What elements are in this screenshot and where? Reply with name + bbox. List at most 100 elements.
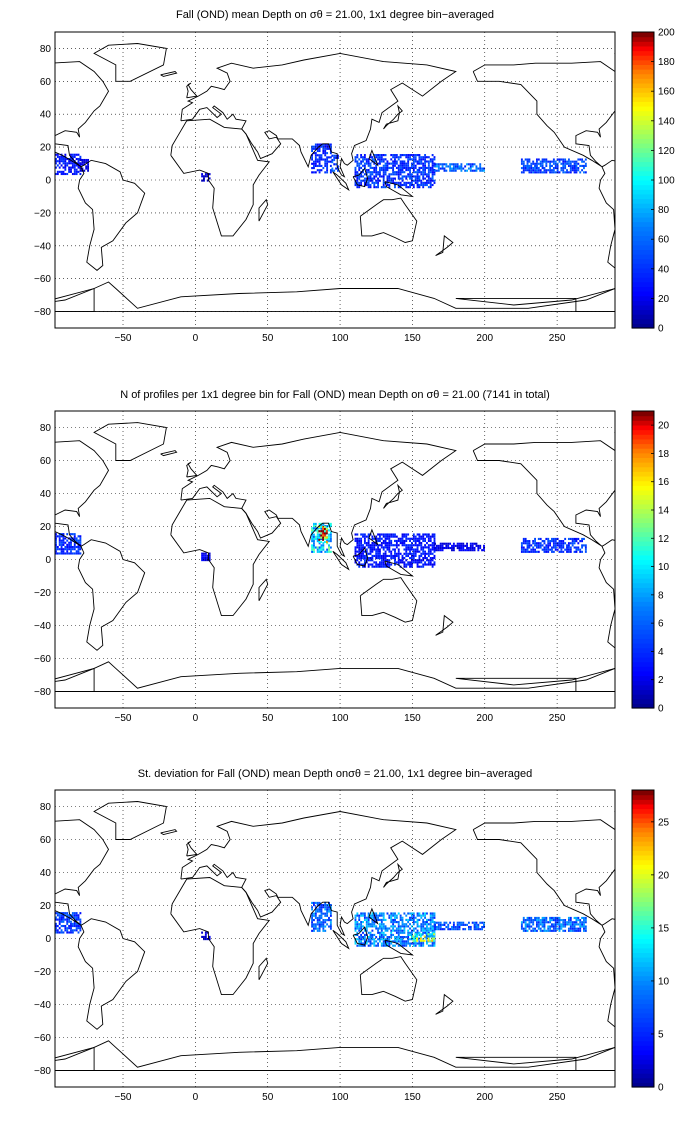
data-cell <box>392 940 395 943</box>
data-cell <box>483 544 485 547</box>
data-cell <box>431 942 434 945</box>
data-cell <box>316 147 319 150</box>
data-cell <box>390 916 393 919</box>
data-cell <box>397 944 400 947</box>
data-cell <box>392 925 395 928</box>
data-cell <box>363 542 366 545</box>
data-cell <box>314 535 317 538</box>
data-cell <box>386 927 389 930</box>
data-cell <box>64 545 67 549</box>
data-cell <box>427 550 430 553</box>
data-cell <box>360 921 363 924</box>
axes-frame <box>54 31 616 329</box>
data-cell <box>77 916 80 919</box>
colorbar-segment <box>632 845 654 851</box>
data-cell <box>388 916 391 919</box>
data-cell <box>386 561 389 564</box>
data-cell <box>375 179 378 182</box>
data-cell <box>436 549 438 552</box>
data-cell <box>77 170 80 173</box>
data-cell <box>394 160 396 163</box>
data-cell <box>551 537 553 541</box>
data-cell <box>378 557 381 560</box>
data-cell <box>426 181 428 184</box>
data-cell <box>409 933 411 937</box>
data-cell <box>362 554 364 558</box>
data-cell <box>539 919 542 922</box>
data-cell <box>320 532 323 535</box>
data-cell <box>77 918 80 921</box>
data-cell <box>558 923 561 926</box>
colorbar-segment <box>632 32 654 38</box>
data-cell <box>314 152 317 155</box>
data-cell <box>412 916 415 919</box>
y-tick-label: −40 <box>34 1000 51 1011</box>
data-cell <box>318 536 321 539</box>
data-cell <box>436 163 438 166</box>
data-cell <box>558 158 561 161</box>
data-cell <box>384 546 387 549</box>
data-cell <box>397 561 400 564</box>
data-cell <box>412 550 415 553</box>
data-cell <box>420 544 423 547</box>
data-cell <box>416 544 419 547</box>
data-cell <box>414 933 417 936</box>
colorbar-segment <box>632 554 654 561</box>
data-cell <box>371 173 374 176</box>
data-cell <box>422 166 425 169</box>
data-cell <box>541 921 544 924</box>
data-cell <box>520 548 523 551</box>
data-cell <box>79 920 82 923</box>
colorbar-segment <box>632 966 654 972</box>
data-cell <box>322 919 325 922</box>
colorbar-tick-label: 10 <box>658 976 670 987</box>
data-cell <box>399 539 402 543</box>
data-cell <box>378 179 381 182</box>
colorbar-tick-label: 180 <box>658 57 675 68</box>
data-cell <box>392 927 395 930</box>
data-cell <box>414 939 417 942</box>
data-cell <box>369 179 372 182</box>
data-cell <box>360 160 363 163</box>
data-cell <box>526 925 529 928</box>
data-cell <box>316 550 319 553</box>
data-cell <box>395 554 398 558</box>
data-cell <box>418 542 421 545</box>
data-cell <box>429 929 432 932</box>
data-cell <box>55 537 57 540</box>
data-cell <box>326 914 329 917</box>
data-cell <box>581 923 584 926</box>
colorbar-segment <box>632 582 654 588</box>
data-cell <box>573 916 576 920</box>
data-cell <box>77 541 80 544</box>
colorbar-segment <box>632 55 654 61</box>
data-cell <box>73 535 76 538</box>
data-cell <box>534 171 536 174</box>
data-cell <box>363 936 366 939</box>
data-cell <box>577 158 580 161</box>
data-cell <box>354 546 357 549</box>
colorbar-segment <box>632 694 654 700</box>
data-cell <box>363 929 366 932</box>
data-cell <box>329 152 332 155</box>
data-cell <box>410 559 413 562</box>
data-cell <box>71 914 74 917</box>
data-cell <box>371 537 374 540</box>
data-cell <box>575 167 578 170</box>
colorbar-segment <box>632 994 654 1000</box>
data-cell <box>412 557 415 560</box>
data-cell <box>365 921 368 924</box>
data-cell <box>467 546 470 550</box>
data-cell <box>369 925 372 928</box>
data-cell <box>382 171 385 174</box>
data-cell <box>378 918 381 922</box>
data-cell <box>397 931 400 934</box>
data-cell <box>431 158 434 161</box>
data-cell <box>560 158 563 161</box>
data-cell <box>313 919 315 922</box>
data-cell <box>534 548 536 551</box>
data-cell <box>324 171 327 174</box>
data-cell <box>424 539 427 543</box>
colorbar-segment <box>632 41 654 47</box>
